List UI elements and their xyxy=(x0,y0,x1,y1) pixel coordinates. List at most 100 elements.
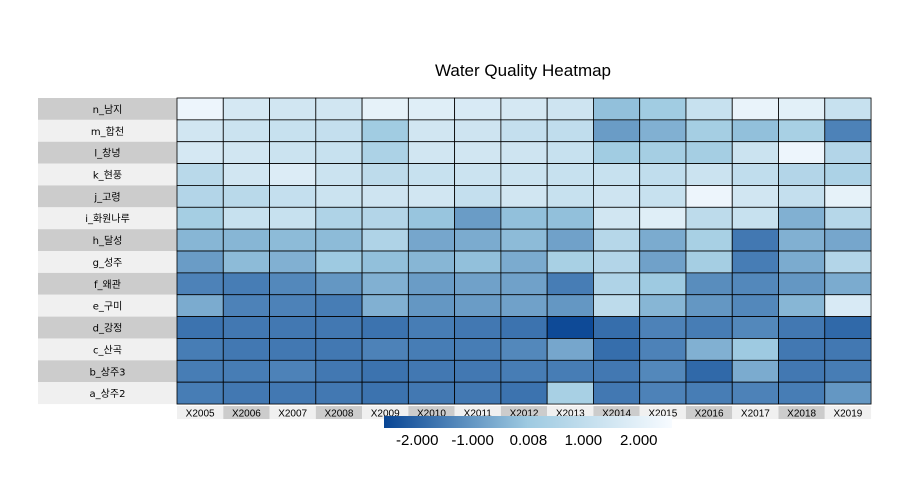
heatmap-cell xyxy=(269,359,317,383)
heatmap-cell xyxy=(500,141,548,164)
row-label-background xyxy=(38,251,177,273)
legend-color-bar xyxy=(384,416,672,428)
heatmap-cell xyxy=(593,294,641,317)
heatmap-cell xyxy=(685,119,733,143)
heatmap-cell xyxy=(546,185,594,208)
heatmap-cell xyxy=(731,294,779,317)
heatmap-cell xyxy=(361,316,409,339)
row-label: c_산곡 xyxy=(93,344,122,356)
heatmap-cell xyxy=(546,272,594,296)
column-label-background xyxy=(824,406,872,420)
heatmap-cell xyxy=(407,141,456,164)
row-label-background xyxy=(38,207,177,230)
heatmap-cell xyxy=(824,250,872,274)
heatmap-cell xyxy=(685,294,733,317)
heatmap-cell xyxy=(546,228,594,252)
heatmap-cell xyxy=(407,206,456,230)
heatmap-cell xyxy=(778,272,826,296)
heatmap-cell xyxy=(361,97,409,121)
heatmap-cell xyxy=(593,141,641,164)
heatmap-cell xyxy=(407,228,456,252)
heatmap-cell xyxy=(685,359,733,383)
row-label-background xyxy=(38,338,177,361)
heatmap-cell xyxy=(454,359,502,383)
heatmap-cell xyxy=(176,141,224,164)
heatmap-cell xyxy=(269,119,317,143)
heatmap-cell xyxy=(639,359,687,383)
heatmap-cell xyxy=(593,359,641,383)
heatmap-cell xyxy=(361,185,409,208)
heatmap-cell xyxy=(500,359,548,383)
heatmap-cell xyxy=(222,381,270,405)
heatmap-cell xyxy=(685,381,733,405)
heatmap-cell xyxy=(407,359,456,383)
heatmap-cell xyxy=(685,141,733,164)
heatmap-cell xyxy=(222,141,270,164)
row-label: k_현풍 xyxy=(93,170,122,182)
heatmap-cell xyxy=(269,141,317,164)
heatmap-cell xyxy=(778,206,826,230)
column-labels: X2005 X2006 X2007 X2008 X2009 X2010 X2011 X2012… xyxy=(177,406,872,420)
heatmap-cell xyxy=(778,294,826,317)
heatmap-cell xyxy=(315,206,363,230)
heatmap-cell xyxy=(407,97,456,121)
heatmap-cell xyxy=(639,272,687,296)
column-label: X2013 xyxy=(556,409,585,420)
heatmap-cell xyxy=(407,272,456,296)
heatmap-cell xyxy=(500,272,548,296)
heatmap-cell xyxy=(639,185,687,208)
heatmap-cell xyxy=(500,381,548,405)
row-label-background xyxy=(38,163,177,186)
heatmap-cell xyxy=(222,119,270,143)
heatmap-cell xyxy=(176,185,224,208)
heatmap-cell xyxy=(454,206,502,230)
heatmap-cell xyxy=(685,206,733,230)
heatmap-cell xyxy=(546,338,594,361)
legend-tick-label: 0.008 xyxy=(510,432,548,449)
heatmap-cell xyxy=(500,185,548,208)
heatmap-cell xyxy=(639,206,687,230)
heatmap-cell xyxy=(731,141,779,164)
column-label-background xyxy=(454,406,501,420)
heatmap-cell xyxy=(176,316,224,339)
heatmap-cell xyxy=(546,359,594,383)
heatmap-cell xyxy=(500,97,548,121)
heatmap-cell xyxy=(454,272,502,296)
heatmap-cell xyxy=(593,272,641,296)
heatmap-cell xyxy=(778,381,826,405)
heatmap-cell xyxy=(500,316,548,339)
column-label-background xyxy=(362,406,409,420)
heatmap-cell xyxy=(500,206,548,230)
heatmap-cell xyxy=(361,163,409,186)
column-label-background xyxy=(732,406,779,420)
column-label: X2009 xyxy=(371,409,400,420)
heatmap-cell xyxy=(546,119,594,143)
row-label: j_고령 xyxy=(93,191,120,203)
heatmap-cell xyxy=(500,250,548,274)
row-labels: n_남지 m_합천 l_창녕 k_현풍 j_고령 i_화원나루 h_달성 g_성주 f_왜관 e_… xyxy=(38,98,177,405)
row-label-background xyxy=(38,272,177,295)
legend-tick-label: -1.000 xyxy=(451,432,494,449)
heatmap-cell xyxy=(731,163,779,186)
row-label: e_구미 xyxy=(93,301,123,313)
heatmap-cell xyxy=(315,97,363,121)
heatmap-cell xyxy=(685,272,733,296)
heatmap-cell xyxy=(593,119,641,143)
column-label: X2007 xyxy=(278,409,307,420)
heatmap-cell xyxy=(269,185,317,208)
heatmap-cell xyxy=(222,338,270,361)
heatmap-cell xyxy=(824,359,872,383)
row-label: h_달성 xyxy=(93,235,123,247)
column-label: X2006 xyxy=(232,409,261,420)
heatmap-cell xyxy=(315,294,363,317)
row-label-background xyxy=(38,294,177,317)
heatmap-cell xyxy=(361,272,409,296)
heatmap-cell xyxy=(176,228,224,252)
heatmap-cell xyxy=(361,294,409,317)
heatmap-cell xyxy=(639,294,687,317)
heatmap-cell xyxy=(454,316,502,339)
heatmap-cell xyxy=(407,119,456,143)
heatmap-cell xyxy=(593,250,641,274)
row-label: d_강정 xyxy=(93,323,123,335)
